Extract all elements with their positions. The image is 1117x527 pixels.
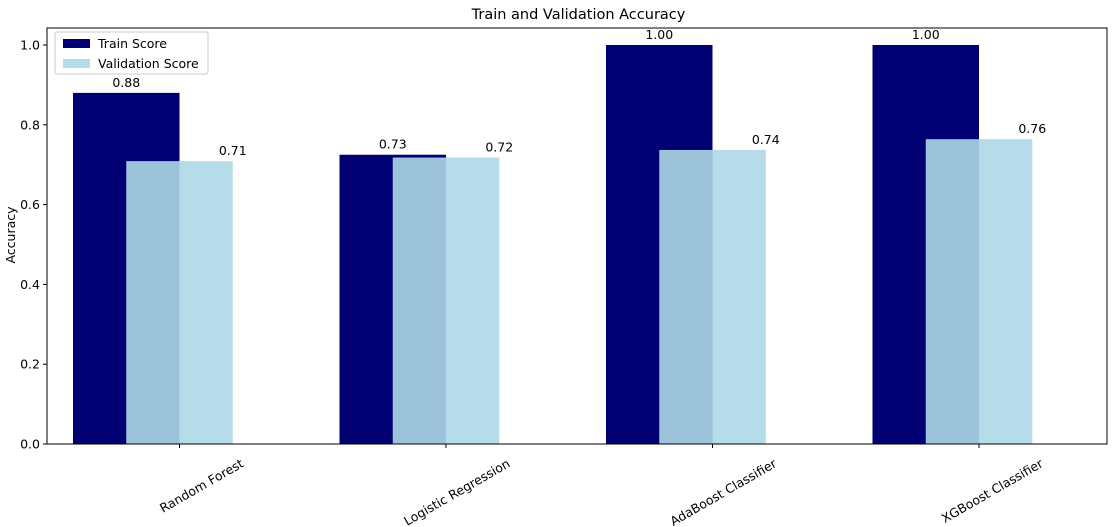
data-label: 0.73 <box>379 137 407 152</box>
data-label: 0.74 <box>752 132 780 147</box>
legend-box <box>54 31 209 75</box>
data-label: 0.88 <box>112 75 140 90</box>
bar-validation <box>925 139 1033 444</box>
legend-swatch-validation <box>63 59 90 68</box>
x-tick-label: Logistic Regression <box>401 456 512 527</box>
data-label: 0.71 <box>219 143 247 158</box>
x-tick-label: XGBoost Classifier <box>939 455 1046 526</box>
bar-validation <box>392 157 500 444</box>
legend-label-train: Train Score <box>97 36 167 51</box>
chart-title: Train and Validation Accuracy <box>471 7 686 23</box>
y-tick-label: 0.6 <box>20 197 40 212</box>
data-label: 0.72 <box>485 140 513 155</box>
y-tick-label: 0.4 <box>20 277 40 292</box>
y-tick-label: 0.0 <box>20 437 40 452</box>
data-label: 1.00 <box>912 27 940 42</box>
bar-validation <box>659 149 766 444</box>
x-tick-label: Random Forest <box>157 456 246 516</box>
plot-area: 0.88 0.71 0.73 0.72 1.00 0.74 1.00 0.76 0.0 0.2 0.… <box>20 27 1108 527</box>
y-axis-label: Accuracy <box>3 206 18 264</box>
data-label: 1.00 <box>645 27 673 42</box>
y-tick-label: 0.8 <box>20 117 40 132</box>
legend-swatch-train <box>63 39 90 48</box>
y-tick-label: 0.2 <box>20 357 40 372</box>
data-label: 0.76 <box>1018 121 1046 136</box>
y-tick-label: 1.0 <box>20 38 40 53</box>
legend-label-validation: Validation Score <box>98 56 199 71</box>
plot-frame <box>46 27 1108 445</box>
bar-validation <box>126 161 233 444</box>
x-tick-label: AdaBoost Classifier <box>667 455 779 527</box>
